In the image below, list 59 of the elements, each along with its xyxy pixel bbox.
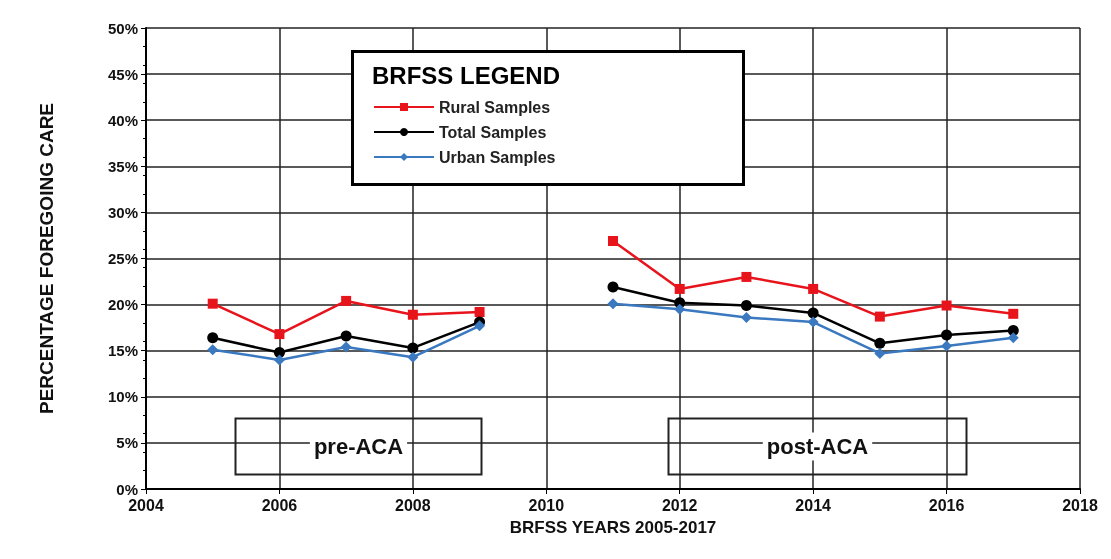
point — [407, 342, 419, 354]
x-tick-label: 2016 — [928, 496, 965, 514]
y-tick-label: 25% — [107, 250, 138, 267]
point — [407, 309, 418, 320]
point — [740, 312, 752, 324]
point — [207, 344, 219, 356]
point — [740, 300, 752, 312]
y-tick-label: 15% — [107, 342, 138, 360]
point — [407, 351, 419, 363]
point — [741, 271, 752, 282]
point — [273, 354, 285, 366]
point — [474, 320, 486, 332]
point — [608, 235, 618, 246]
point — [207, 332, 219, 344]
annotation: pre-ACA — [313, 434, 404, 459]
point — [607, 281, 619, 293]
x-tick-label: 2012 — [661, 496, 698, 514]
y-tick-label: 45% — [107, 65, 138, 83]
point — [808, 283, 819, 294]
legend-label: Total Samples — [439, 123, 547, 141]
point — [807, 307, 819, 319]
x-tick-label: 2004 — [128, 496, 164, 514]
point — [807, 316, 819, 328]
x-tick-label: 2006 — [261, 496, 298, 514]
point — [674, 303, 686, 315]
point — [874, 337, 886, 349]
x-tick-label: 2014 — [795, 496, 832, 514]
y-tick-label: 40% — [107, 111, 138, 129]
y-tick-label: 5% — [116, 434, 138, 452]
point — [340, 330, 352, 342]
point — [340, 341, 352, 353]
x-axis-title: BRFSS YEARS 2005-2017 — [509, 518, 717, 537]
point — [874, 347, 886, 359]
y-tick-label: 0% — [116, 480, 138, 498]
point — [674, 283, 685, 294]
annotation: post-ACA — [766, 434, 869, 459]
y-tick-label: 10% — [107, 388, 138, 406]
point — [941, 340, 953, 352]
x-tick-label: 2010 — [528, 496, 565, 514]
legend-label: Urban Samples — [439, 148, 556, 166]
point — [1008, 308, 1019, 319]
point — [941, 300, 952, 311]
point — [474, 306, 485, 317]
point — [607, 298, 619, 310]
point — [874, 311, 885, 322]
point — [207, 298, 218, 309]
x-tick-label: 2018 — [1062, 496, 1098, 514]
legend-title: BRFSS LEGEND — [372, 61, 561, 89]
point — [1007, 332, 1019, 344]
point — [941, 329, 953, 341]
legend-label: Rural Samples — [439, 98, 551, 116]
y-axis-title: PERCENTAGE FOREGOING CARE — [36, 102, 57, 415]
y-tick-label: 35% — [107, 157, 138, 175]
x-tick-label: 2008 — [395, 496, 431, 514]
y-tick-label: 20% — [107, 296, 138, 314]
y-tick-label: 30% — [107, 203, 138, 221]
point — [341, 295, 352, 306]
y-tick-label: 50% — [107, 19, 138, 37]
point — [274, 329, 285, 340]
